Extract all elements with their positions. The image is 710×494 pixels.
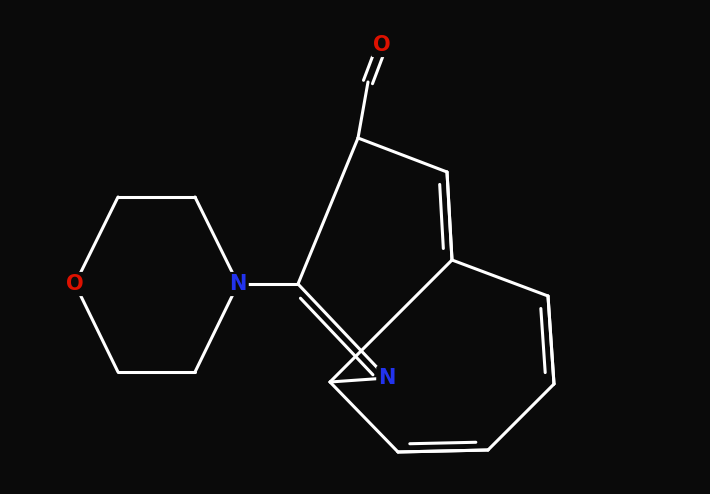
Text: O: O (66, 274, 84, 294)
Text: O: O (373, 35, 391, 55)
Text: N: N (378, 368, 395, 388)
Text: N: N (229, 274, 246, 294)
